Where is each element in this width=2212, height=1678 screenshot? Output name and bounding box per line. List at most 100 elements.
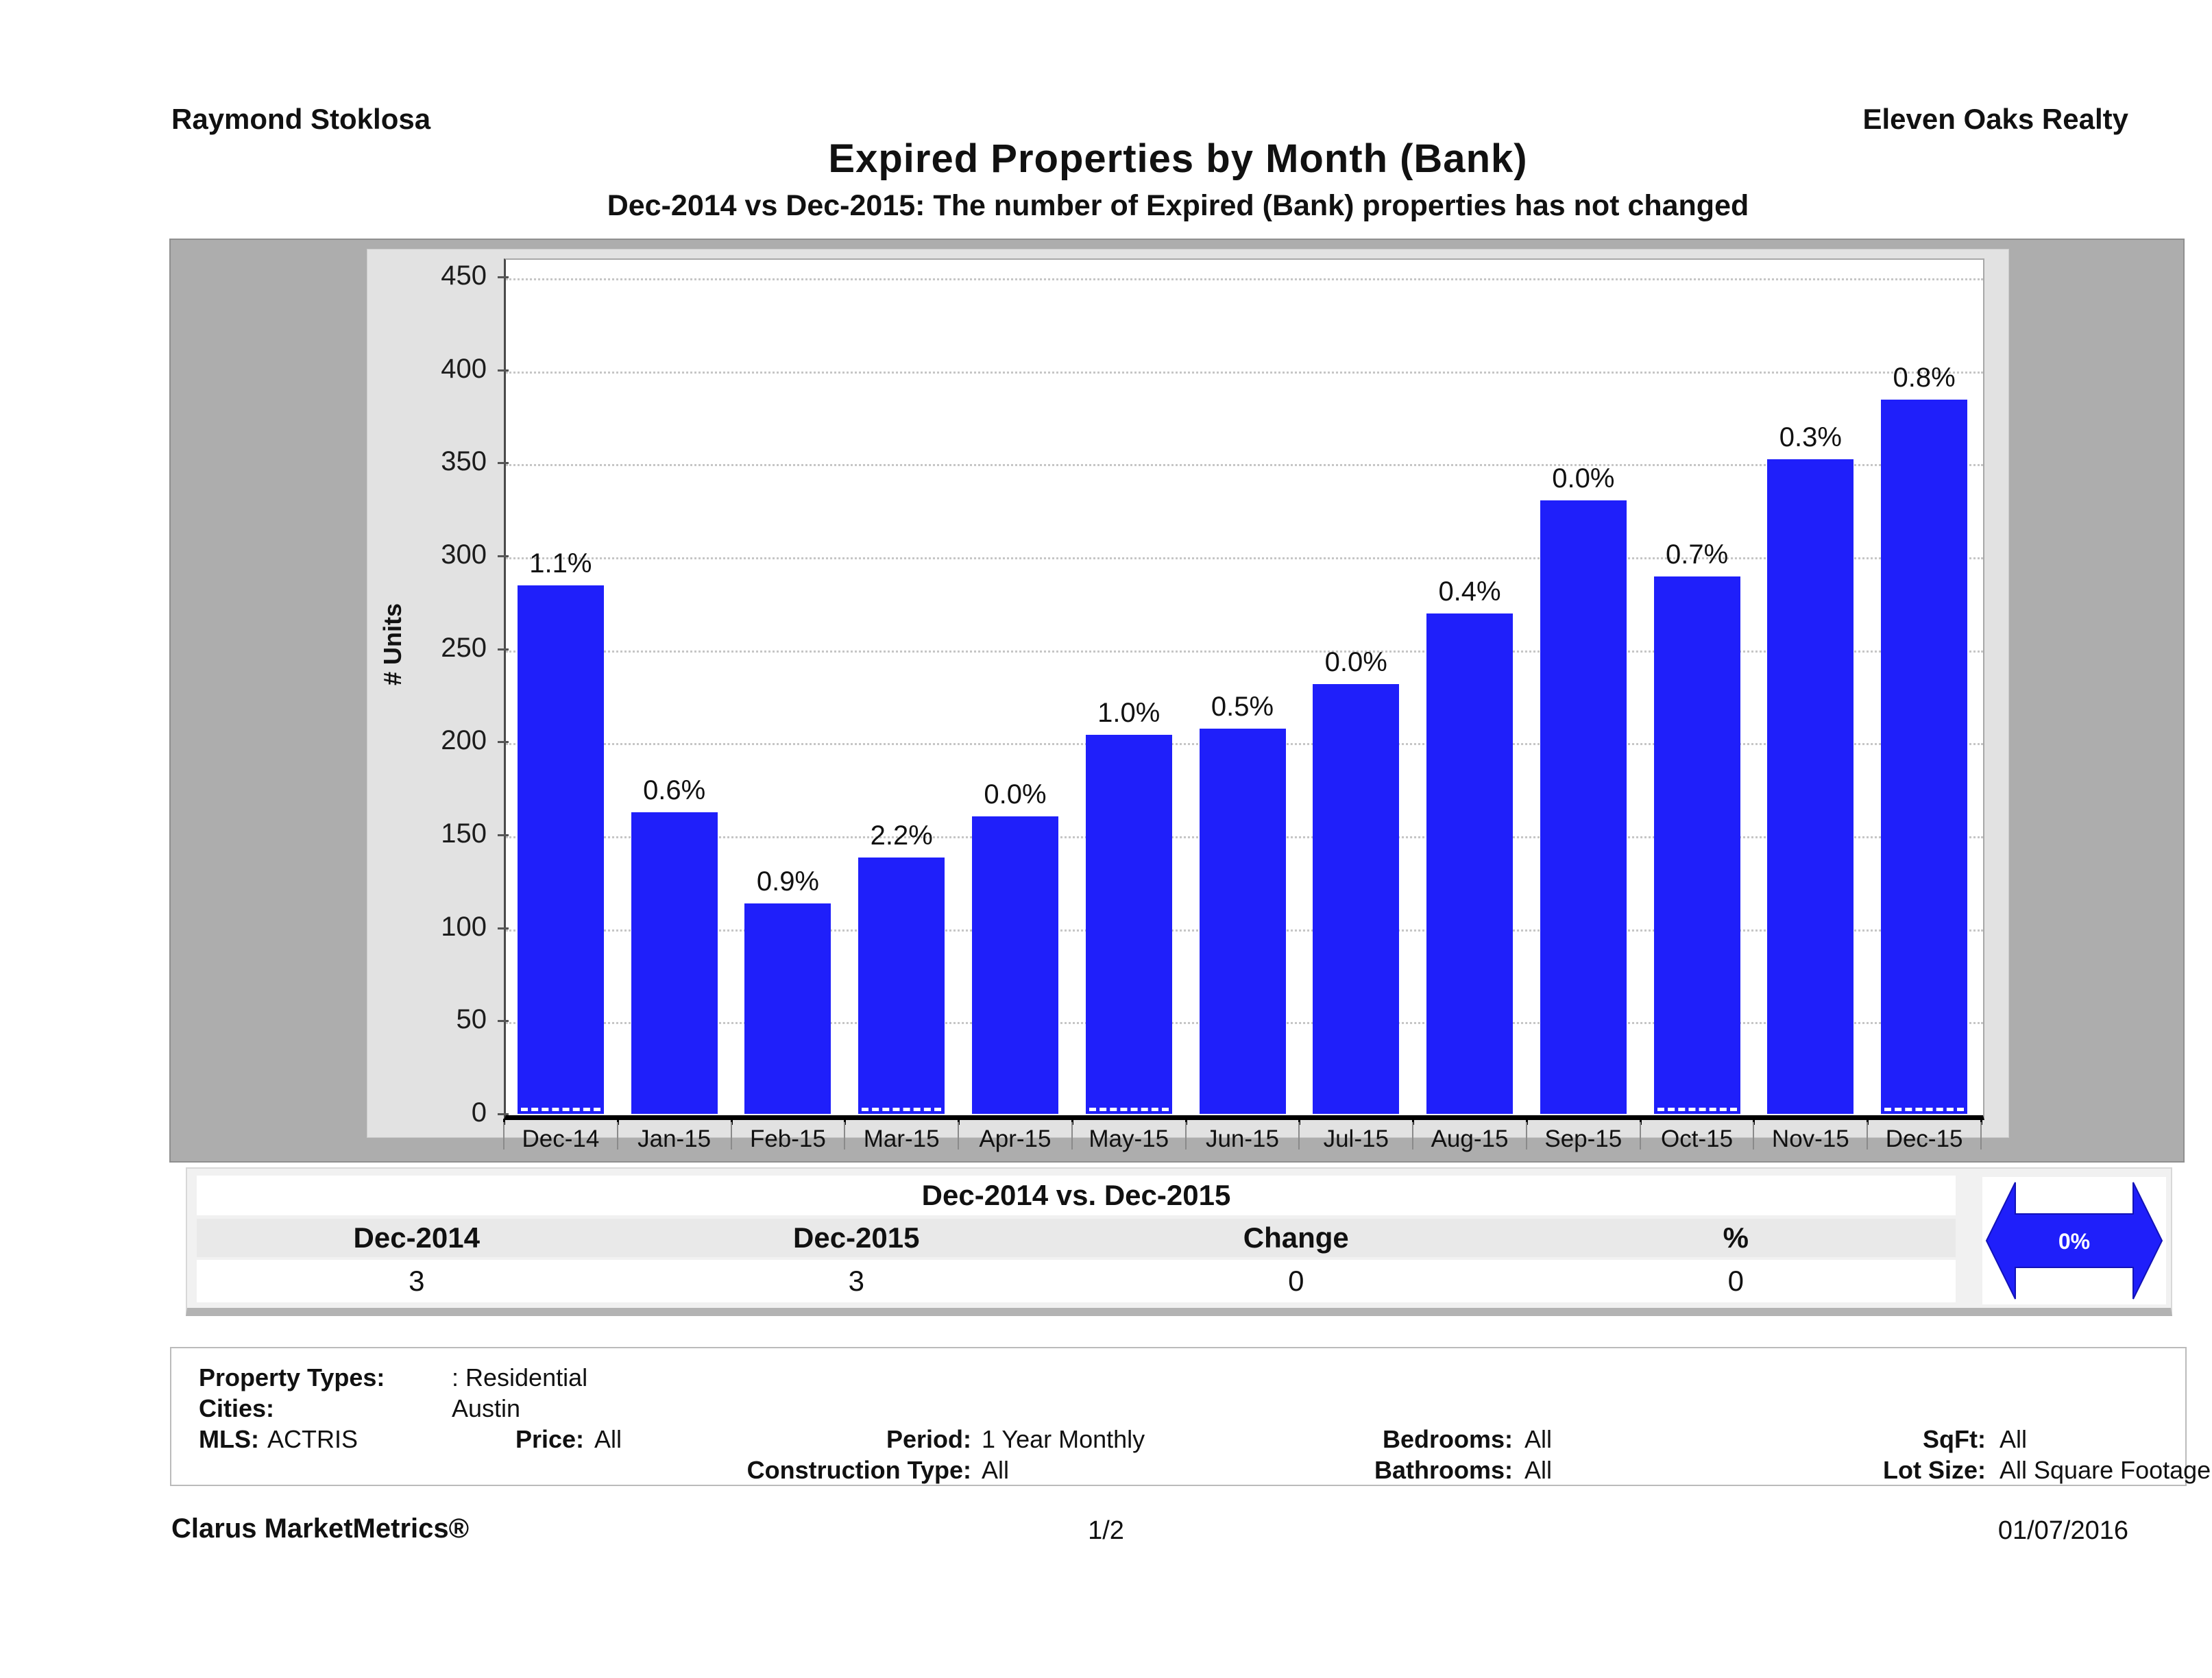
y-tick-label: 100 [441,911,487,942]
x-axis-tick [1525,1119,1528,1125]
column-header: Dec-2015 [793,1221,920,1254]
x-axis-tick [844,1119,847,1125]
x-axis-tick [1412,1119,1415,1125]
x-tick-label: Nov-15 [1771,1126,1849,1152]
x-axis-tick [1639,1119,1642,1125]
x-label-separator [503,1122,505,1150]
bar [1085,734,1172,1114]
x-tick-label: Oct-15 [1661,1126,1734,1152]
y-tick-label: 450 [441,260,487,291]
bar-value-label: 0.5% [1211,692,1274,722]
bar [858,857,945,1114]
column-header: Change [1243,1221,1349,1254]
y-tick-label: 300 [441,539,487,570]
bar-value-label: 0.0% [984,779,1047,810]
table-cell: 0 [1727,1265,1744,1297]
y-tick-label: 400 [441,353,487,384]
bar-value-label: 0.6% [643,775,706,806]
y-tick-label: 250 [441,632,487,663]
y-tick-label: 150 [441,818,487,849]
y-tick-label: 350 [441,446,487,477]
bar [1881,400,1968,1114]
bank-units-dashed-mark [862,1107,942,1111]
x-tick-label: Jan-15 [637,1126,712,1152]
x-label-separator [1071,1122,1073,1150]
y-tick-mark [498,834,509,837]
bank-units-dashed-mark [520,1107,600,1111]
x-tick-label: Aug-15 [1431,1126,1509,1152]
table-cell: 0 [1288,1265,1304,1297]
filter-value: All [1524,1425,1553,1453]
bar-value-label: 0.3% [1779,422,1842,452]
filter-label: Cities: [199,1394,275,1422]
filter-label: Price: [515,1425,584,1453]
column-header: Dec-2014 [353,1221,480,1254]
bar-value-label: 0.7% [1665,539,1729,570]
gridline [506,557,1983,560]
x-axis-tick [1298,1119,1301,1125]
x-tick-label: Sep-15 [1544,1126,1622,1152]
bar-value-label: 2.2% [870,820,933,851]
y-tick-mark [498,555,509,558]
filter-label: Construction Type: [746,1456,971,1484]
comparison-rows: Dec-2014 vs. Dec-2015 Dec-2014 Dec-2015 … [197,1176,1956,1302]
bar [1426,613,1514,1114]
filter-value: 1 Year Monthly [982,1425,1145,1453]
filter-label: SqFt: [1923,1425,1986,1453]
table-cell: 3 [848,1265,864,1297]
comparison-value-row: 3 3 0 0 [197,1260,1956,1302]
bank-units-dashed-mark [1657,1107,1737,1111]
bar-value-label: 0.0% [1552,463,1615,494]
filter-label: Property Types: [199,1363,385,1391]
filter-label: Bedrooms: [1382,1425,1513,1453]
bank-units-dashed-mark [1089,1107,1169,1111]
x-tick-label: Jul-15 [1323,1126,1389,1152]
filter-label: MLS: [199,1425,259,1453]
y-tick-mark [498,1020,509,1023]
x-axis-tick [730,1119,733,1125]
x-label-separator [1184,1122,1187,1150]
arrow-shape [1985,1182,2163,1300]
bar-value-label: 1.0% [1097,697,1160,728]
bar [1313,684,1400,1114]
x-axis-tick [1184,1119,1187,1125]
comparison-table: Dec-2014 vs. Dec-2015 Dec-2014 Dec-2015 … [186,1167,2172,1316]
gridline [506,464,1983,467]
bar [1653,576,1740,1114]
x-label-separator [1525,1122,1527,1150]
bar-value-label: 1.1% [529,548,592,579]
table-cell: 3 [409,1265,425,1297]
comparison-title: Dec-2014 vs. Dec-2015 [197,1176,1956,1215]
y-tick-label: 200 [441,725,487,756]
x-label-separator [844,1122,846,1150]
x-tick-label: Jun-15 [1205,1126,1279,1152]
x-axis-tick [616,1119,619,1125]
y-tick-label: 0 [471,1097,487,1128]
x-axis-tick [1753,1119,1755,1125]
filter-label: Bathrooms: [1374,1456,1513,1484]
change-percent-label: 0% [2058,1229,2090,1254]
change-indicator-panel: 0% [1982,1177,2166,1304]
bar [1199,729,1286,1114]
y-tick-mark [498,369,509,372]
filter-value: All [1524,1456,1553,1484]
filter-label: Period: [886,1425,971,1453]
report-subtitle: Dec-2014 vs Dec-2015: The number of Expi… [607,189,1749,222]
x-label-separator [958,1122,960,1150]
filter-value: ACTRIS [267,1425,358,1453]
x-tick-label: Dec-15 [1885,1126,1963,1152]
footer-page-number: 1/2 [1088,1516,1124,1545]
x-label-separator [1980,1122,1982,1150]
x-tick-label: May-15 [1089,1126,1169,1152]
y-tick-mark [498,741,509,744]
filters-box: Property Types: : Residential Cities: Au… [170,1347,2211,1486]
report-title: Expired Properties by Month (Bank) [828,136,1528,181]
y-tick-mark [498,462,509,465]
x-label-separator [616,1122,618,1150]
bank-units-dashed-mark [1884,1107,1965,1111]
x-axis-tick [958,1119,960,1125]
left-right-arrow-icon: 0% [1985,1182,2163,1300]
bar-value-label: 0.8% [1893,363,1956,393]
filter-value: All [2000,1425,2028,1453]
